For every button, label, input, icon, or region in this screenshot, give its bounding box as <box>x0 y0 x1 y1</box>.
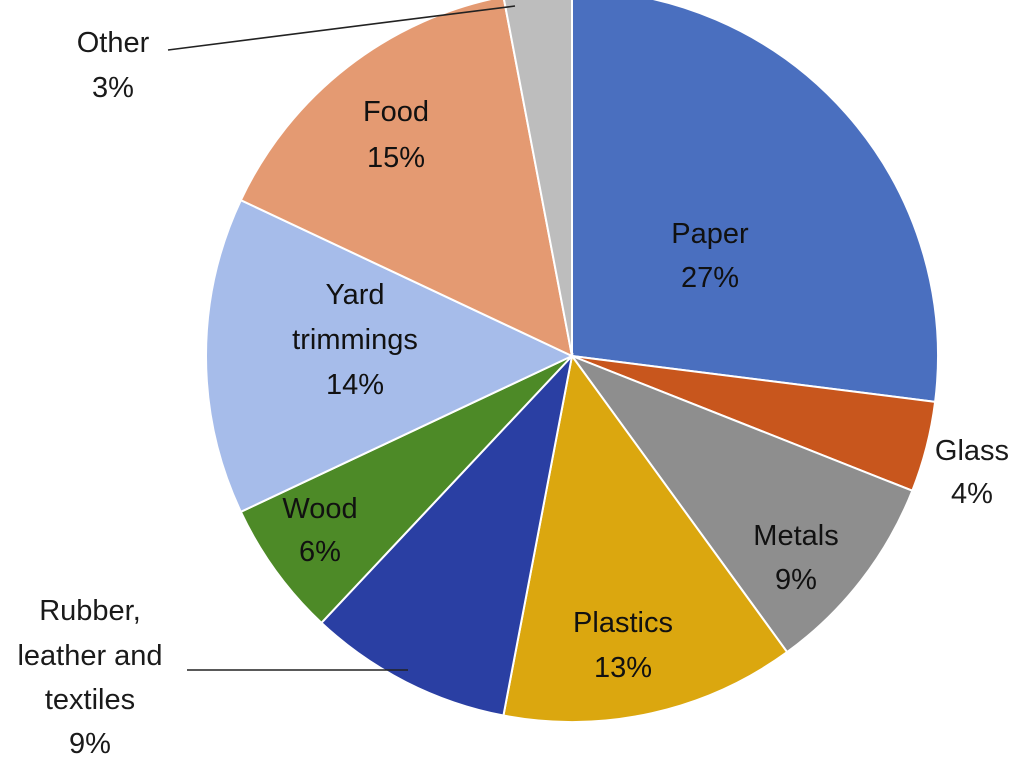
paper-label: Paper 27% <box>671 218 749 294</box>
plastics-label-pct: 13% <box>594 652 652 684</box>
pie-slice-metals <box>569 353 914 654</box>
pie-slices <box>205 0 939 723</box>
other-label-pct: 3% <box>92 72 134 104</box>
metals-label-name: Metals <box>753 520 838 552</box>
wood-label-name: Wood <box>282 493 357 525</box>
pie-slice-yard-trimmings <box>205 198 575 514</box>
food-label: Food 15% <box>363 96 429 174</box>
metals-label-pct: 9% <box>775 564 817 596</box>
glass-label: Glass 4% <box>935 435 1009 510</box>
pie-slice-rubber-leather-and-textiles <box>320 352 574 717</box>
pie-slice-plastics <box>502 353 789 723</box>
pie-slice-paper <box>571 0 939 403</box>
rubber-label-line2: leather and <box>17 640 162 672</box>
metals-label: Metals 9% <box>753 520 838 596</box>
wood-label-pct: 6% <box>299 536 341 568</box>
plastics-label-name: Plastics <box>573 607 673 639</box>
pie-slice-food <box>239 0 574 358</box>
rubber-leather-textiles-label: Rubber, leather and textiles 9% <box>17 595 162 760</box>
food-label-name: Food <box>363 96 429 128</box>
glass-label-name: Glass <box>935 435 1009 467</box>
glass-label-pct: 4% <box>951 478 993 510</box>
other-leader-line <box>167 5 516 51</box>
other-label: Other 3% <box>77 27 150 104</box>
yard-label-line1: Yard <box>325 279 384 311</box>
rubber-label-pct: 9% <box>69 728 111 760</box>
rubber-label-line3: textiles <box>45 684 135 716</box>
plastics-label: Plastics 13% <box>573 607 673 684</box>
paper-label-pct: 27% <box>681 262 739 294</box>
yard-trimmings-label: Yard trimmings 14% <box>292 279 418 401</box>
pie-slice-wood <box>239 355 573 625</box>
other-label-name: Other <box>77 27 150 59</box>
yard-label-pct: 14% <box>326 369 384 401</box>
yard-label-line2: trimmings <box>292 324 418 356</box>
food-label-pct: 15% <box>367 142 425 174</box>
pie-slice-other <box>503 0 573 357</box>
rubber-label-line1: Rubber, <box>39 595 141 627</box>
paper-label-name: Paper <box>671 218 749 250</box>
wood-label: Wood 6% <box>282 493 357 568</box>
